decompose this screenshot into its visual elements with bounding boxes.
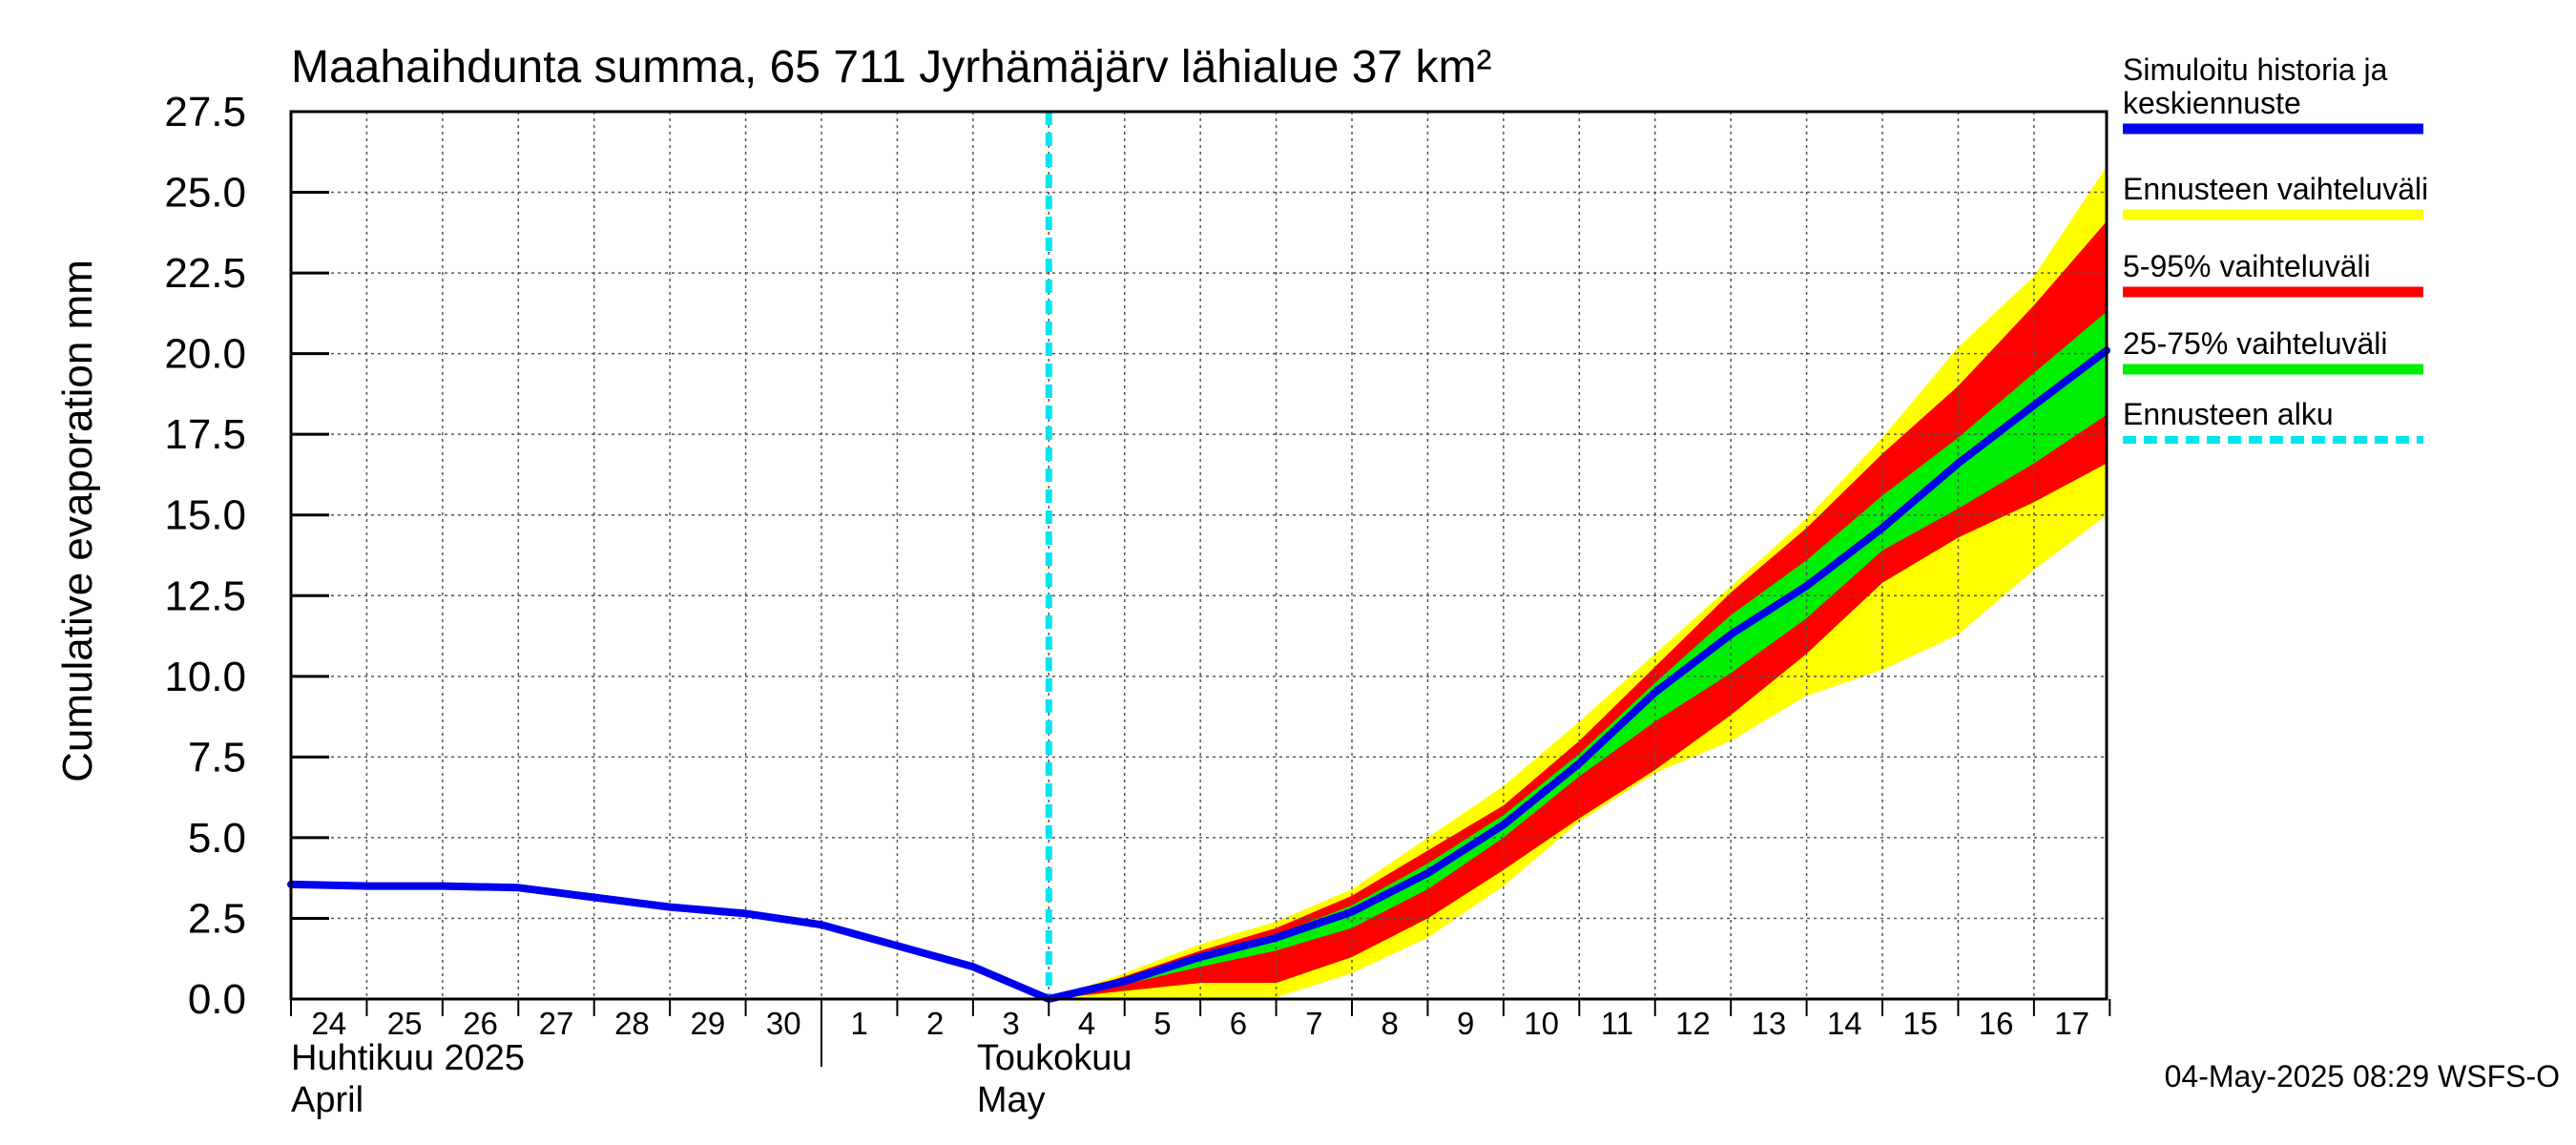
footer-timestamp: 04-May-2025 08:29 WSFS-O — [2165, 1059, 2560, 1093]
legend-label: keskiennuste — [2123, 86, 2301, 120]
y-tick-label: 25.0 — [164, 170, 246, 217]
x-tick-label: 8 — [1381, 1006, 1399, 1041]
x-tick-label: 2 — [926, 1006, 944, 1041]
y-tick-label: 22.5 — [164, 250, 246, 297]
x-tick-label: 14 — [1827, 1006, 1862, 1041]
month-label-fi: Huhtikuu 2025 — [291, 1038, 525, 1078]
plot-area — [287, 110, 2110, 1003]
y-tick-label: 2.5 — [188, 895, 246, 942]
x-tick-label: 9 — [1457, 1006, 1474, 1041]
y-tick-label: 15.0 — [164, 492, 246, 539]
x-tick-label: 3 — [1002, 1006, 1019, 1041]
legend-label: Ennusteen alku — [2123, 397, 2334, 431]
x-tick-label: 16 — [1979, 1006, 2014, 1041]
month-label-en: April — [291, 1080, 364, 1120]
plot-frame — [289, 110, 2109, 1001]
x-tick-label: 24 — [311, 1006, 346, 1041]
x-axis: 24 25 26 27 28 29 30 1 2 3 4 5 6 7 8 9 10 11 12 13 14 15 16 17H… — [290, 999, 2111, 1120]
y-tick-label: 20.0 — [164, 331, 246, 378]
legend-label: Ennusteen vaihteluväli — [2123, 172, 2428, 206]
x-tick-label: 12 — [1675, 1006, 1711, 1041]
x-tick-label: 28 — [614, 1006, 650, 1041]
x-tick-label: 11 — [1601, 1006, 1633, 1041]
y-tick-label: 5.0 — [188, 815, 246, 862]
x-tick-label: 1 — [851, 1006, 868, 1041]
y-tick-label: 17.5 — [164, 411, 246, 458]
median-line — [287, 346, 2110, 1003]
y-tick-label: 10.0 — [164, 654, 246, 700]
legend-label: Simuloitu historia ja — [2123, 52, 2388, 87]
y-tick-label: 7.5 — [188, 734, 246, 781]
x-tick-label: 27 — [539, 1006, 574, 1041]
x-tick-label: 29 — [691, 1006, 726, 1041]
legend-label: 25-75% vaihteluväli — [2123, 326, 2388, 361]
x-tick-label: 6 — [1230, 1006, 1247, 1041]
x-tick-label: 7 — [1305, 1006, 1322, 1041]
y-tick-label: 0.0 — [188, 976, 246, 1023]
month-label-fi: Toukokuu — [977, 1038, 1132, 1078]
x-tick-label: 5 — [1153, 1006, 1171, 1041]
chart-title: Maahaihdunta summa, 65 711 Jyrhämäjärv l… — [291, 42, 1491, 93]
y-axis-label: Cumulative evaporation mm — [54, 260, 101, 782]
x-tick-label: 13 — [1752, 1006, 1787, 1041]
legend-label: 5-95% vaihteluväli — [2123, 249, 2371, 283]
month-label-en: May — [977, 1080, 1046, 1120]
y-tick-label: 27.5 — [164, 89, 246, 135]
x-tick-label: 15 — [1902, 1006, 1938, 1041]
y-axis: 0.0 2.5 5.0 7.5 10.0 12.5 15.0 17.5 20.0 22.5 25.0… — [164, 89, 329, 1023]
y-tick-label: 12.5 — [164, 572, 246, 619]
x-tick-label: 30 — [766, 1006, 801, 1041]
x-tick-label: 17 — [2054, 1006, 2089, 1041]
x-tick-label: 4 — [1078, 1006, 1095, 1041]
band-range-full — [1049, 166, 2107, 999]
x-tick-label: 26 — [463, 1006, 498, 1041]
x-tick-label: 25 — [387, 1006, 423, 1041]
x-tick-label: 10 — [1524, 1006, 1559, 1041]
